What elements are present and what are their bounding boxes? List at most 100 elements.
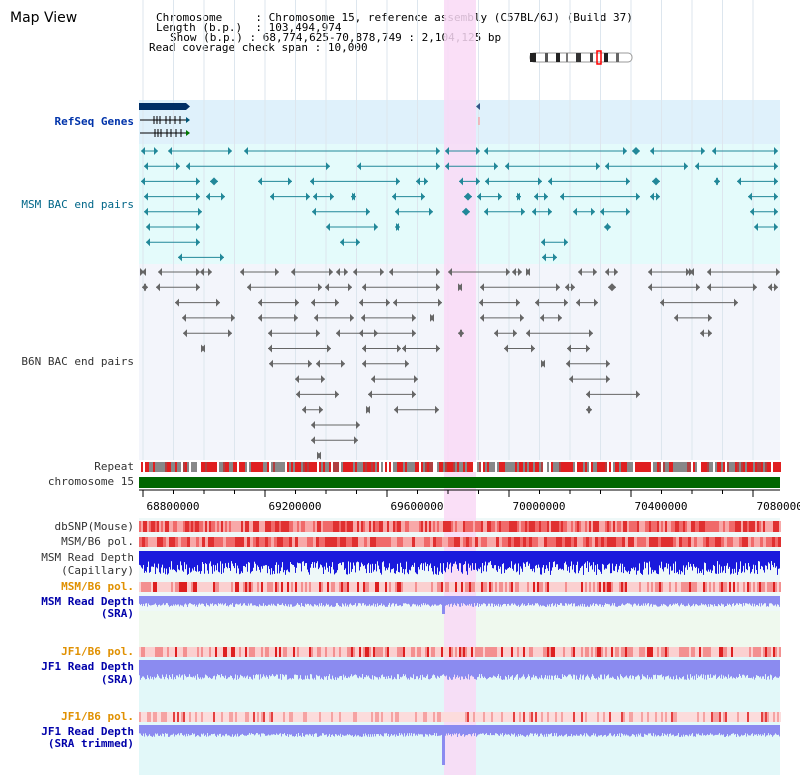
jf1-depth-trim-bar [434,725,435,734]
track-label-chromosome[interactable]: chromosome 15 [47,475,134,488]
msm-depth-capillary-bar [151,551,152,567]
msm-b6-pol-sra-cell [513,582,515,592]
msm-depth-sra-bar [608,596,609,605]
jf1-depth-sra-bar [345,660,346,676]
refseq-gene-features[interactable] [139,103,480,137]
jf1-depth-trim-bar [533,725,534,737]
msm-depth-capillary-bar [442,551,443,575]
jf1-depth-sra-bar [259,660,260,680]
track-label-msm-depth-cap-1[interactable]: MSM Read Depth [41,551,134,564]
repeat-segment [303,462,305,472]
msm-b6-pol-sra-cell [459,582,461,592]
msm-depth-capillary-bar [365,551,366,569]
track-label-jf1-b6-pol-2[interactable]: JF1/B6 pol. [61,710,134,723]
dbsnp-cell [305,521,307,532]
jf1-depth-sra-bar [709,660,710,679]
jf1-depth-sra-bar [751,660,752,678]
track-label-jf1-b6-pol-1[interactable]: JF1/B6 pol. [61,645,134,658]
msm-depth-sra-bar [278,596,279,604]
jf1-b6-pol-trim-cell [361,712,363,722]
jf1-depth-trim-bar [419,725,420,735]
dbsnp-cell [547,521,549,532]
track-label-msm-b6-pol-2[interactable]: MSM/B6 pol. [61,580,134,593]
jf1-b6-pol-cell [393,647,395,657]
jf1-depth-trim-bar [648,725,649,734]
chromosome-ideogram[interactable] [529,50,633,65]
jf1-depth-trim-bar [259,725,260,735]
msm-depth-capillary-bar [705,551,706,564]
msm-b6-pol-sra-cell [579,582,581,592]
repeat-segment [741,462,743,472]
jf1-depth-trim-bar [700,725,701,736]
msm-b6-pol-sra-cell [489,582,491,592]
msm-depth-capillary-bar [296,551,297,568]
track-label-msm-b6-pol-1[interactable]: MSM/B6 pol. [61,535,134,548]
msm-b6-pol-sra-cell [511,582,513,592]
msm-b6-pol-sra-cell [491,582,493,592]
jf1-depth-trim-bar [765,725,766,737]
jf1-b6-pol-cell [481,647,483,657]
b6n-bac-pair-end [291,268,295,276]
jf1-depth-sra-bar [552,660,553,676]
jf1-depth-sra-bar [590,660,591,680]
dbsnp-cell [779,521,781,532]
repeat-segment [739,462,741,472]
jf1-b6-pol-cell [445,647,447,657]
msm-depth-sra-bar [637,596,638,606]
track-label-dbsnp[interactable]: dbSNP(Mouse) [54,520,134,533]
jf1-depth-sra-bar [770,660,771,675]
repeat-segment [235,462,237,472]
track-label-msm-depth-sra-1[interactable]: MSM Read Depth [41,595,134,608]
repeat-track[interactable] [141,462,781,472]
b6n-bac-pair-end [335,390,339,399]
read-depth-tracks[interactable] [139,551,780,765]
jf1-b6-pol-cell [357,647,359,657]
track-label-refseq[interactable]: RefSeq Genes [54,115,134,128]
track-label-jf1-depth-sra-1[interactable]: JF1 Read Depth [41,660,134,673]
jf1-b6-pol-cell [573,647,575,657]
msm-depth-sra-bar [251,596,252,604]
track-label-msm-bac[interactable]: MSM BAC end pairs [21,198,134,211]
msm-depth-capillary-bar [488,551,489,563]
msm-bac-pair-features[interactable] [141,147,778,262]
msm-depth-sra-bar [703,596,704,605]
jf1-depth-sra-bar [149,660,150,680]
msm-depth-sra-bar [246,596,247,606]
b6n-bac-pair-end [325,283,329,292]
selection-highlight[interactable] [444,0,476,775]
dbsnp-cell [223,521,225,532]
jf1-depth-sra-bar [307,660,308,676]
jf1-b6-pol-trim-cell [523,712,525,722]
msm-b6-pol-sra-cell [703,582,705,592]
msm-depth-capillary-bar [430,551,431,564]
b6n-bac-pair-end [586,344,590,353]
msm-depth-capillary-bar [377,551,378,562]
msm-depth-capillary-bar [374,551,375,570]
dbsnp-cell [473,521,475,532]
jf1-depth-sra-bar [757,660,758,676]
repeat-segment [517,462,519,472]
repeat-segment [277,462,279,472]
jf1-depth-sra-bar [707,660,708,675]
track-label-b6n-bac[interactable]: B6N BAC end pairs [21,355,134,368]
jf1-b6-pol-cell [313,647,315,657]
jf1-b6-pol-trim-cell [493,712,495,722]
repeat-segment [425,462,427,472]
chromosome-bar[interactable] [139,477,780,488]
repeat-segment [715,462,717,472]
track-label-repeat[interactable]: Repeat [94,460,134,473]
jf1-b6-pol-cell [437,647,439,657]
dbsnp-cell [399,521,401,532]
dbsnp-cell [561,521,563,532]
polymorphism-heat-tracks[interactable] [139,521,781,722]
b6n-bac-pair-features[interactable] [140,268,780,460]
msm-b6-pol-sra-cell [481,582,483,592]
jf1-depth-trim-bar [414,725,415,734]
msm-bac-pair-end [462,207,466,216]
msm-depth-sra-bar [421,596,422,604]
msm-depth-capillary-bar [708,551,709,570]
track-label-jf1-depth-trim-1[interactable]: JF1 Read Depth [41,725,134,738]
msm-bac-pair-end [517,192,521,201]
jf1-depth-sra-bar [146,660,147,680]
